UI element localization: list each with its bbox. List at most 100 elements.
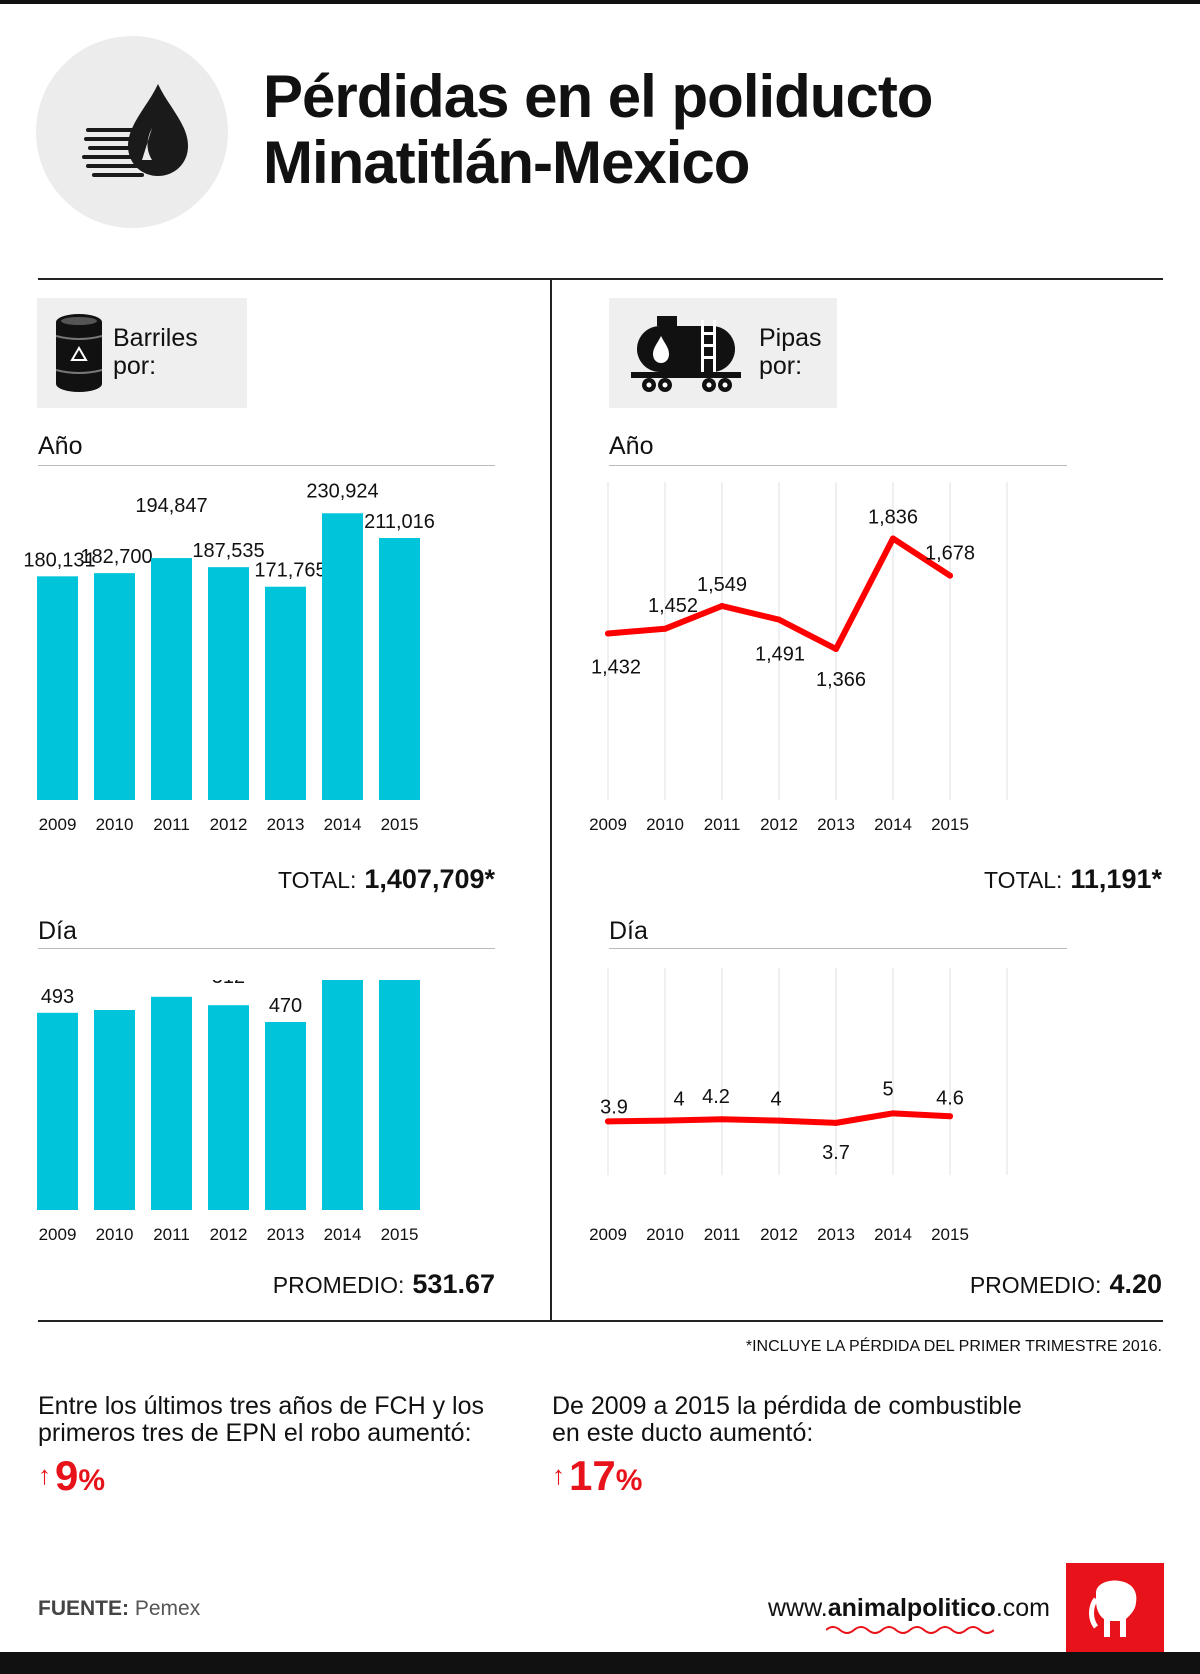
section-divider bbox=[550, 279, 552, 1320]
year-tick-label: 2013 bbox=[817, 815, 855, 834]
year-tick-label: 2009 bbox=[39, 1225, 77, 1244]
site-link[interactable]: www.animalpolitico.com bbox=[768, 1594, 1051, 1622]
pipes-total-value: 11,191* bbox=[1070, 864, 1162, 894]
section-rule-bottom bbox=[38, 1320, 1163, 1322]
point-2010 bbox=[662, 625, 668, 632]
point-value-label: 1,366 bbox=[816, 669, 866, 691]
bar-value-label: 194,847 bbox=[135, 495, 207, 517]
year-tick-label: 2013 bbox=[267, 1225, 305, 1244]
pipes-total: TOTAL: 11,191* bbox=[984, 864, 1162, 894]
pipes-header: Pipas por: bbox=[609, 298, 837, 408]
bar-2010 bbox=[94, 1010, 135, 1210]
stat-right-text: De 2009 a 2015 la pérdida de combustible… bbox=[552, 1392, 1022, 1447]
bar-value-label: 180,131 bbox=[23, 549, 95, 571]
year-tick-label: 2010 bbox=[96, 1225, 134, 1244]
bar-value-label: 512 bbox=[212, 980, 245, 988]
barrels-day-rule bbox=[38, 948, 495, 949]
bar-2014 bbox=[322, 513, 363, 800]
year-tick-label: 2015 bbox=[381, 1225, 419, 1244]
pipes-day-chart: 3.9 2009 4 2010 4.2 2011 4 2012 3.7 2013 5 2014 4.6 2… bbox=[589, 968, 1008, 1244]
source: FUENTE: Pemex bbox=[38, 1597, 201, 1620]
barrels-header: Barriles por: bbox=[37, 298, 247, 408]
pipes-year-title: Año bbox=[609, 432, 654, 460]
bar-2012 bbox=[208, 567, 249, 800]
year-tick-label: 2014 bbox=[874, 1225, 912, 1244]
bar-2013 bbox=[265, 586, 306, 800]
year-tick-label: 2009 bbox=[589, 1225, 627, 1244]
point-2011 bbox=[719, 1116, 725, 1123]
bar-2011 bbox=[151, 558, 192, 800]
point-value-label: 4 bbox=[770, 1089, 781, 1111]
point-value-label: 3.7 bbox=[822, 1142, 850, 1164]
bottom-bar bbox=[0, 1652, 1200, 1674]
point-value-label: 1,432 bbox=[591, 656, 641, 678]
year-tick-label: 2015 bbox=[381, 815, 419, 834]
bar-value-label: 187,535 bbox=[192, 540, 264, 562]
point-2012 bbox=[776, 616, 782, 623]
pipes-year-rule bbox=[609, 465, 1067, 466]
year-tick-label: 2014 bbox=[324, 1225, 362, 1244]
point-2015 bbox=[947, 1113, 953, 1120]
point-2014 bbox=[890, 1110, 896, 1117]
footnote: *INCLUYE LA PÉRDIDA DEL PRIMER TRIMESTRE… bbox=[745, 1338, 1162, 1355]
pipes-day-title: Día bbox=[609, 917, 648, 945]
bar-2009 bbox=[37, 1012, 78, 1210]
year-tick-label: 2011 bbox=[704, 815, 741, 834]
up-arrow-icon: ↑ bbox=[552, 1460, 565, 1490]
point-value-label: 5 bbox=[882, 1078, 893, 1100]
bar-2009 bbox=[37, 576, 78, 800]
point-value-label: 1,452 bbox=[648, 595, 698, 617]
title-line-1: Pérdidas en el poliducto bbox=[263, 63, 933, 130]
year-tick-label: 2012 bbox=[210, 815, 248, 834]
point-2009 bbox=[605, 1118, 611, 1125]
barrels-year-chart: 180,131 2009 182,700 2010 194,847 2011 187,535… bbox=[23, 480, 435, 834]
barrels-day-title: Día bbox=[38, 917, 77, 945]
bar-2010 bbox=[94, 573, 135, 800]
pipes-year-chart: 1,432 2009 1,452 2010 1,549 2011 1,491 2012 1,36… bbox=[589, 482, 1008, 834]
point-value-label: 1,678 bbox=[925, 543, 975, 565]
pemex-logo bbox=[36, 36, 228, 228]
barrels-year-title: Año bbox=[38, 432, 83, 460]
point-value-label: 4.2 bbox=[702, 1086, 730, 1108]
year-tick-label: 2014 bbox=[324, 815, 362, 834]
point-value-label: 1,836 bbox=[868, 507, 918, 529]
year-tick-label: 2012 bbox=[760, 1225, 798, 1244]
bar-value-label: 500 bbox=[98, 980, 131, 985]
year-tick-label: 2014 bbox=[874, 815, 912, 834]
bar-value-label: 171,765 bbox=[254, 560, 326, 582]
point-2009 bbox=[605, 630, 611, 637]
bar-2015 bbox=[379, 980, 420, 1210]
bar-value-label: 230,924 bbox=[306, 480, 378, 502]
year-tick-label: 2015 bbox=[931, 815, 969, 834]
tanker-icon bbox=[631, 316, 741, 392]
year-tick-label: 2009 bbox=[589, 815, 627, 834]
bar-2014 bbox=[322, 980, 363, 1210]
site-underline-wave bbox=[826, 1626, 994, 1634]
point-2015 bbox=[947, 572, 953, 579]
bar-2012 bbox=[208, 1005, 249, 1210]
stat-left-value: ↑9% bbox=[38, 1452, 106, 1499]
year-tick-label: 2010 bbox=[646, 1225, 684, 1244]
year-tick-label: 2015 bbox=[931, 1225, 969, 1244]
year-tick-label: 2011 bbox=[153, 815, 190, 834]
year-tick-label: 2010 bbox=[646, 815, 684, 834]
pipes-average: PROMEDIO: 4.20 bbox=[969, 1269, 1162, 1299]
pipes-day-rule bbox=[609, 948, 1067, 949]
stat-left-text: Entre los últimos tres años de FCH y los… bbox=[38, 1392, 484, 1447]
bar-2011 bbox=[151, 996, 192, 1210]
section-rule-top bbox=[38, 278, 1163, 280]
barrels-average-value: 531.67 bbox=[412, 1269, 495, 1299]
stat-right-value: ↑17% bbox=[552, 1452, 643, 1499]
year-tick-label: 2012 bbox=[760, 815, 798, 834]
bar-2013 bbox=[265, 1022, 306, 1210]
barrels-total: TOTAL: 1,407,709* bbox=[277, 864, 495, 894]
pipes-header-label: Pipas por: bbox=[759, 324, 822, 380]
year-tick-label: 2012 bbox=[210, 1225, 248, 1244]
elephant-icon bbox=[1089, 1580, 1137, 1637]
barrels-year-rule bbox=[38, 465, 495, 466]
point-2013 bbox=[833, 1119, 839, 1126]
barrels-total-value: 1,407,709* bbox=[364, 864, 495, 894]
point-value-label: 1,491 bbox=[755, 644, 805, 666]
year-tick-label: 2010 bbox=[96, 815, 134, 834]
bar-2015 bbox=[379, 537, 420, 800]
